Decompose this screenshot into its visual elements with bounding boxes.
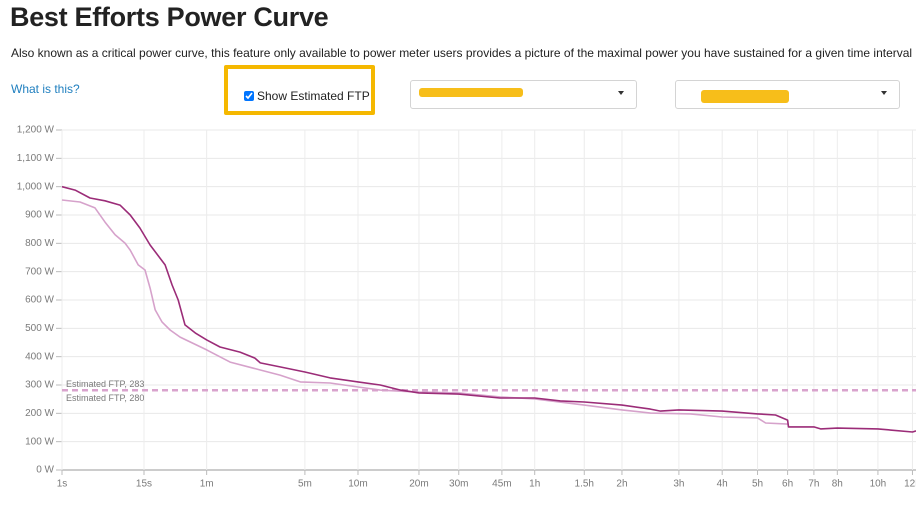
y-tick-label: 1,100 W: [17, 153, 55, 164]
highlight-box: [224, 65, 375, 115]
dropdown[interactable]: [410, 80, 637, 109]
x-tick-label: 45m: [492, 479, 511, 490]
x-tick-label: 7h: [808, 479, 819, 490]
x-tick-label: 20m: [409, 479, 428, 490]
x-tick-label: 10m: [348, 479, 367, 490]
checkbox[interactable]: [244, 91, 254, 101]
y-tick-label: 600 W: [25, 295, 54, 306]
y-tick-label: 700 W: [25, 266, 54, 277]
x-tick-label: 4h: [717, 479, 728, 490]
x-tick-label: 1s: [57, 479, 68, 490]
caret: [618, 91, 624, 95]
ftp-label: Estimated FTP, 280: [66, 393, 144, 403]
x-tick-label: 10h: [870, 479, 887, 490]
y-tick-label: 800 W: [25, 238, 54, 249]
x-tick-label: 2h: [616, 479, 627, 490]
ftp-label: Estimated FTP, 283: [66, 379, 144, 389]
x-tick-label: 1m: [200, 479, 214, 490]
redaction: [701, 90, 789, 103]
x-tick-label: 6h: [782, 479, 793, 490]
power-line: [61, 199, 788, 425]
x-tick-label: 12h: [904, 479, 916, 490]
x-tick-label: 30m: [449, 479, 468, 490]
x-tick-label: 5m: [298, 479, 312, 490]
y-tick-label: 100 W: [25, 436, 54, 447]
y-tick-label: 200 W: [25, 408, 54, 419]
power-line: [61, 185, 916, 433]
help-link[interactable]: What is this?: [11, 82, 80, 96]
y-tick-label: 900 W: [25, 210, 54, 221]
page-title: Best Efforts Power Curve: [10, 2, 329, 32]
ftp-checkbox[interactable]: Show Estimated FTP: [244, 89, 370, 103]
y-tick-label: 500 W: [25, 323, 54, 334]
x-tick-label: 1h: [529, 479, 540, 490]
y-tick-label: 1,200 W: [17, 125, 55, 136]
x-tick-label: 8h: [832, 479, 843, 490]
checkbox-label: Show Estimated FTP: [257, 89, 370, 103]
x-tick-label: 3h: [673, 479, 684, 490]
description: Also known as a critical power curve, th…: [11, 46, 916, 60]
x-tick-label: 5h: [752, 479, 763, 490]
x-tick-label: 1.5h: [575, 479, 594, 490]
y-tick-label: 400 W: [25, 351, 54, 362]
dropdown[interactable]: [675, 80, 900, 109]
y-tick-label: 1,000 W: [17, 181, 55, 192]
x-tick-label: 15s: [136, 479, 152, 490]
y-tick-label: 0 W: [36, 465, 54, 476]
y-tick-label: 300 W: [25, 380, 54, 391]
redaction: [419, 88, 523, 97]
caret: [881, 91, 887, 95]
